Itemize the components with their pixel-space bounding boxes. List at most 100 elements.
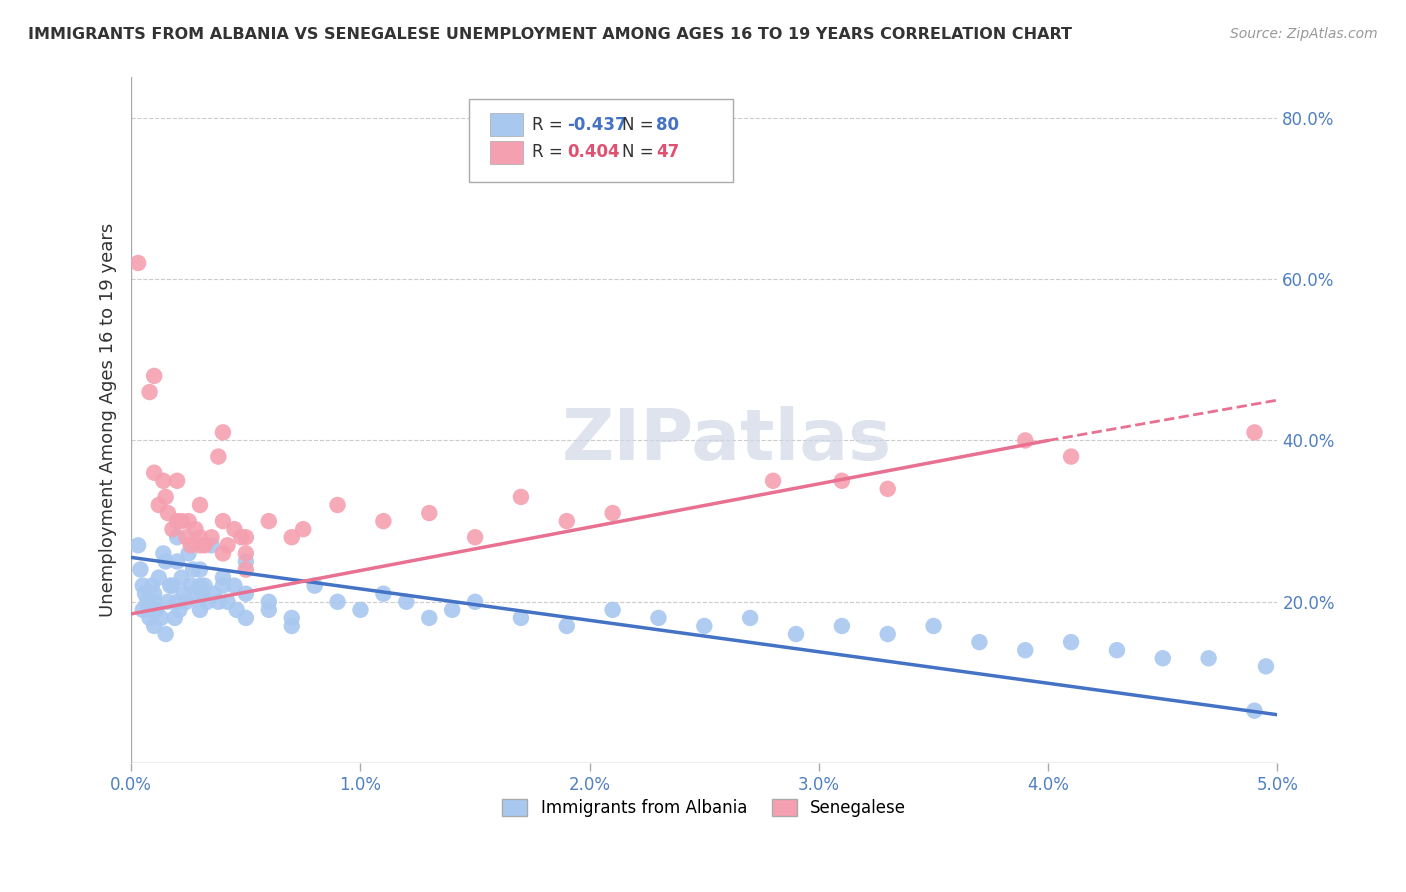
Point <box>1014 434 1036 448</box>
Point <box>200 538 222 552</box>
Point <box>162 522 184 536</box>
Point <box>188 538 211 552</box>
Point <box>188 603 211 617</box>
Point <box>166 530 188 544</box>
Point <box>143 587 166 601</box>
Text: Source: ZipAtlas.com: Source: ZipAtlas.com <box>1230 27 1378 41</box>
Point <box>217 538 239 552</box>
Point <box>292 522 315 536</box>
Point <box>418 506 440 520</box>
Point <box>762 474 785 488</box>
Point <box>280 611 302 625</box>
Text: 80: 80 <box>657 116 679 134</box>
Point <box>155 627 177 641</box>
Point <box>159 579 181 593</box>
Point <box>138 603 160 617</box>
Point <box>231 530 253 544</box>
Point <box>235 587 257 601</box>
Text: 0.404: 0.404 <box>567 144 620 161</box>
Point <box>217 595 239 609</box>
Point <box>188 579 211 593</box>
Text: N =: N = <box>621 116 654 134</box>
Point <box>202 587 225 601</box>
Point <box>138 611 160 625</box>
Point <box>184 587 207 601</box>
Point <box>602 603 624 617</box>
Point <box>831 474 853 488</box>
Point <box>207 595 229 609</box>
Point <box>1105 643 1128 657</box>
Point <box>280 619 302 633</box>
Point <box>224 522 246 536</box>
Point <box>143 595 166 609</box>
Point <box>326 595 349 609</box>
Point <box>212 571 235 585</box>
Point <box>212 425 235 440</box>
Point <box>1152 651 1174 665</box>
Point <box>181 562 204 576</box>
Point <box>195 595 218 609</box>
Point <box>200 530 222 544</box>
Point <box>876 482 898 496</box>
Point <box>1243 425 1265 440</box>
Point <box>1014 643 1036 657</box>
Point <box>132 579 155 593</box>
Point <box>155 490 177 504</box>
Point <box>235 546 257 560</box>
Point <box>257 603 280 617</box>
Point <box>134 587 156 601</box>
Point <box>212 579 235 593</box>
Point <box>304 579 326 593</box>
Point <box>136 595 159 609</box>
Point <box>373 514 395 528</box>
Point <box>180 579 202 593</box>
Point <box>693 619 716 633</box>
Point <box>129 562 152 576</box>
Point <box>224 579 246 593</box>
Point <box>148 571 170 585</box>
Text: R =: R = <box>533 144 564 161</box>
FancyBboxPatch shape <box>470 99 733 182</box>
Point <box>235 554 257 568</box>
Point <box>1060 635 1083 649</box>
Point <box>194 538 217 552</box>
Point <box>464 530 486 544</box>
FancyBboxPatch shape <box>491 141 523 164</box>
Point <box>510 490 533 504</box>
Point <box>922 619 945 633</box>
Point <box>464 595 486 609</box>
Point <box>188 530 211 544</box>
Point <box>177 546 200 560</box>
Point <box>1198 651 1220 665</box>
Point <box>257 595 280 609</box>
Point <box>602 506 624 520</box>
Point <box>510 611 533 625</box>
Point <box>170 571 193 585</box>
Point <box>156 506 179 520</box>
Point <box>143 368 166 383</box>
Point <box>184 522 207 536</box>
Point <box>169 603 191 617</box>
Point <box>1060 450 1083 464</box>
Point <box>156 595 179 609</box>
Text: N =: N = <box>621 144 654 161</box>
Point <box>194 579 217 593</box>
Point <box>166 554 188 568</box>
Point <box>174 530 197 544</box>
Point <box>740 611 762 625</box>
Text: IMMIGRANTS FROM ALBANIA VS SENEGALESE UNEMPLOYMENT AMONG AGES 16 TO 19 YEARS COR: IMMIGRANTS FROM ALBANIA VS SENEGALESE UN… <box>28 27 1073 42</box>
Point <box>191 587 214 601</box>
Point <box>235 530 257 544</box>
FancyBboxPatch shape <box>491 113 523 136</box>
Point <box>373 587 395 601</box>
Point <box>785 627 807 641</box>
Point <box>188 562 211 576</box>
Point <box>349 603 371 617</box>
Point <box>212 546 235 560</box>
Text: -0.437: -0.437 <box>567 116 627 134</box>
Point <box>212 514 235 528</box>
Point <box>188 498 211 512</box>
Point <box>177 514 200 528</box>
Point <box>127 256 149 270</box>
Point <box>145 603 167 617</box>
